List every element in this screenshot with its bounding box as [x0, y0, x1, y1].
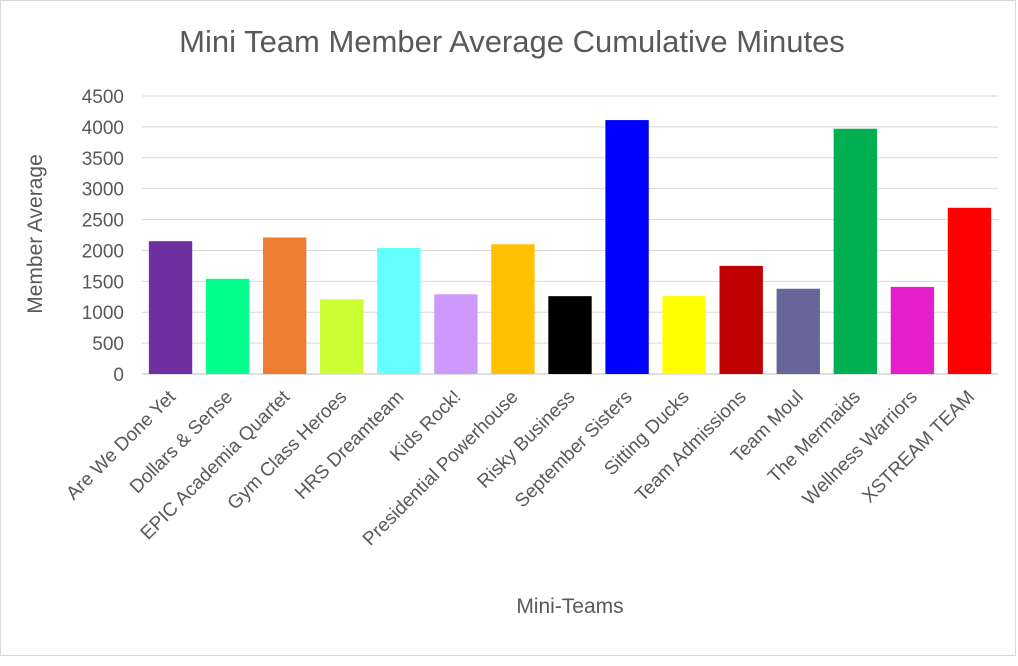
y-tick-label: 0: [113, 365, 124, 386]
y-tick-label: 3500: [82, 149, 124, 170]
y-tick-label: 1000: [82, 303, 124, 324]
chart-title: Mini Team Member Average Cumulative Minu…: [179, 24, 845, 59]
bar: [262, 237, 307, 374]
bar: [719, 265, 763, 374]
y-tick-label: 4500: [82, 87, 124, 108]
bar: [833, 128, 878, 374]
y-axis-title: Member Average: [24, 154, 47, 314]
bar: [148, 241, 193, 374]
bar: [947, 207, 992, 374]
bar: [548, 296, 592, 374]
bars: [148, 120, 992, 375]
y-tick-label: 2500: [82, 211, 124, 232]
y-tick-label: 1500: [82, 272, 124, 293]
y-axis-ticks: 0 500 1000 1500 2000 2500 3000 3500 4000 4500: [82, 87, 124, 386]
bar: [377, 247, 421, 374]
bar: [662, 296, 706, 374]
x-category-label: XSTREAM TEAM: [858, 387, 979, 508]
bar: [605, 120, 649, 375]
x-axis-title: Mini-Teams: [516, 595, 623, 618]
y-tick-label: 3000: [82, 180, 124, 201]
bar: [890, 286, 935, 374]
y-tick-label: 2000: [82, 241, 124, 262]
bar: [320, 299, 364, 374]
bar: [434, 294, 478, 374]
bar: [776, 288, 820, 374]
y-tick-label: 4000: [82, 118, 124, 139]
y-tick-label: 500: [92, 334, 124, 355]
x-category-label: Risky Business: [474, 387, 580, 493]
x-category-label: Dollars & Sense: [126, 387, 237, 498]
bar: [491, 244, 535, 374]
bar: [205, 278, 250, 374]
